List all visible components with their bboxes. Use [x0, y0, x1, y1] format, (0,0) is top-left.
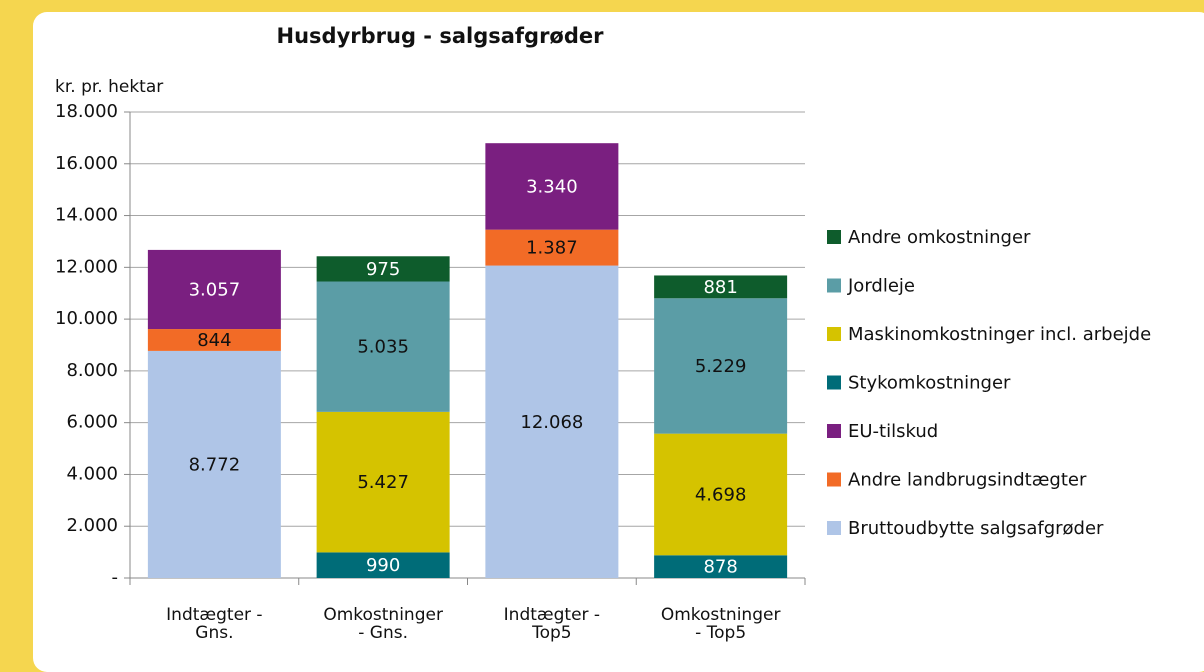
y-axis-label: kr. pr. hektar — [55, 77, 163, 97]
data-label: 5.427 — [357, 472, 409, 493]
data-label: 1.387 — [526, 238, 578, 259]
bar-segment — [654, 298, 788, 434]
y-tick-label: - — [112, 567, 119, 588]
legend-label: Maskinomkostninger incl. arbejde — [848, 324, 1151, 345]
y-tick-label: 18.000 — [55, 101, 118, 122]
legend-label: Jordleje — [847, 276, 915, 297]
data-label: 5.035 — [357, 337, 409, 358]
y-tick-label: 2.000 — [66, 515, 118, 536]
bar-segment — [654, 555, 788, 578]
bar-segment — [485, 143, 619, 230]
x-tick-label: Omkostninger - Top5 — [660, 605, 781, 643]
legend-swatch — [827, 375, 841, 390]
data-label: 12.068 — [520, 412, 583, 433]
legend-swatch — [827, 278, 841, 293]
x-tick-label: Omkostninger - Gns. — [323, 605, 443, 643]
data-label: 4.698 — [695, 484, 747, 505]
legend-label: Bruttoudbytte salgsafgrøder — [848, 518, 1104, 539]
chart-title: Husdyrbrug - salgsafgrøder — [277, 24, 605, 48]
data-label: 5.229 — [695, 356, 747, 377]
data-label: 878 — [703, 557, 737, 578]
data-label: 8.772 — [189, 454, 241, 475]
y-tick-label: 6.000 — [66, 412, 118, 433]
legend-label: Andre omkostninger — [848, 227, 1031, 248]
bar-segment — [654, 433, 788, 556]
legend-swatch — [827, 521, 841, 535]
bar-segment — [316, 256, 450, 282]
legend-label: Andre landbrugsindtægter — [848, 470, 1087, 491]
bar-segment — [316, 281, 450, 412]
bar-segment — [147, 329, 281, 351]
bar-segment — [147, 350, 281, 578]
y-tick-label: 4.000 — [66, 463, 118, 484]
bar-segment — [316, 411, 450, 553]
bar-segment — [147, 249, 281, 330]
x-tick-label: Indtægter - Top5 — [503, 605, 601, 643]
legend-swatch — [827, 472, 841, 487]
legend-label: Stykomkostninger — [848, 373, 1011, 394]
y-tick-label: 14.000 — [55, 205, 118, 226]
legend-swatch — [827, 230, 841, 244]
legend-label: EU-tilskud — [848, 421, 938, 442]
data-label: 844 — [197, 330, 231, 351]
y-tick-label: 8.000 — [66, 360, 118, 381]
y-tick-label: 16.000 — [55, 153, 118, 174]
y-tick-label: 12.000 — [55, 256, 118, 277]
data-label: 975 — [366, 259, 400, 280]
bar-segment — [485, 265, 619, 578]
bar-segment — [316, 552, 450, 578]
data-label: 3.340 — [526, 176, 578, 197]
legend-swatch — [827, 327, 841, 341]
data-label: 881 — [703, 277, 737, 298]
data-label: 990 — [366, 555, 400, 576]
x-tick-label: Indtægter - Gns. — [166, 605, 263, 643]
bar-segment — [654, 275, 788, 299]
bar-segment — [485, 229, 619, 266]
data-label: 3.057 — [189, 279, 241, 300]
y-tick-label: 10.000 — [55, 308, 118, 329]
legend-swatch — [827, 424, 841, 438]
